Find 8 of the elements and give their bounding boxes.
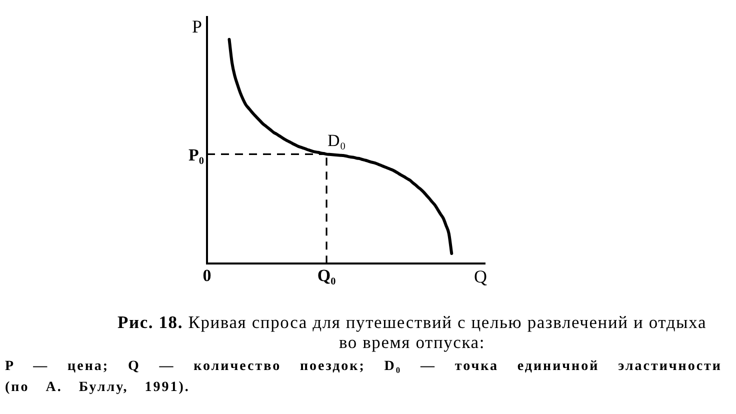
text: P — цена; Q — количество поездок; D₀ — точка единичной эластичности (по А. Буллу, 1991). bbox=[5, 358, 722, 397]
y-axis-title: P bbox=[192, 16, 202, 37]
text: Рис. 18. Кривая спроса для путешествий с целью развлечений и отдыха во время отпуска: bbox=[116, 312, 708, 352]
ref-line-label: P₀ bbox=[188, 146, 204, 165]
x-axis-title: Q bbox=[474, 266, 487, 286]
x-tick-label: 0 bbox=[202, 266, 212, 286]
x-tick-label: Q₀ bbox=[317, 266, 336, 286]
annotation: D₀ bbox=[328, 131, 346, 150]
